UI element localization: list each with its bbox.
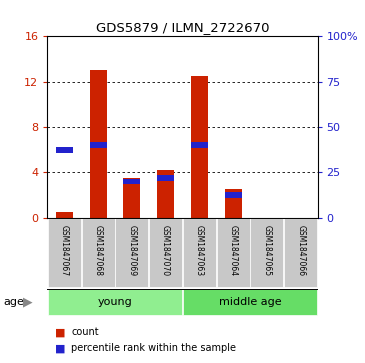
Text: GSM1847070: GSM1847070 <box>161 225 170 277</box>
Bar <box>157 170 174 218</box>
Bar <box>225 189 242 218</box>
Bar <box>48 289 182 315</box>
Bar <box>225 192 242 198</box>
Bar <box>191 76 208 218</box>
Text: GSM1847068: GSM1847068 <box>93 225 103 276</box>
Bar <box>115 218 149 287</box>
Bar <box>123 179 140 184</box>
Bar <box>90 142 107 148</box>
Text: GSM1847065: GSM1847065 <box>262 225 272 277</box>
Text: GSM1847069: GSM1847069 <box>127 225 137 277</box>
Text: GSM1847067: GSM1847067 <box>60 225 69 277</box>
Text: GSM1847063: GSM1847063 <box>195 225 204 277</box>
Text: young: young <box>97 297 132 307</box>
Bar <box>81 218 115 287</box>
Text: GSM1847064: GSM1847064 <box>228 225 238 277</box>
Bar <box>90 70 107 218</box>
Bar <box>149 218 182 287</box>
Text: age: age <box>4 297 24 307</box>
Bar <box>48 218 81 287</box>
Text: GSM1847066: GSM1847066 <box>296 225 305 277</box>
Bar <box>56 147 73 152</box>
Text: ▶: ▶ <box>23 296 32 309</box>
Bar <box>191 142 208 148</box>
Bar <box>157 175 174 181</box>
Bar <box>183 218 216 287</box>
Bar <box>250 218 284 287</box>
Text: ■: ■ <box>55 327 65 337</box>
Text: count: count <box>71 327 99 337</box>
Text: middle age: middle age <box>219 297 281 307</box>
Title: GDS5879 / ILMN_2722670: GDS5879 / ILMN_2722670 <box>96 21 269 34</box>
Bar <box>56 212 73 218</box>
Bar <box>284 218 317 287</box>
Text: percentile rank within the sample: percentile rank within the sample <box>71 343 236 354</box>
Bar <box>216 218 250 287</box>
Bar <box>123 178 140 218</box>
Bar <box>183 289 317 315</box>
Text: ■: ■ <box>55 343 65 354</box>
